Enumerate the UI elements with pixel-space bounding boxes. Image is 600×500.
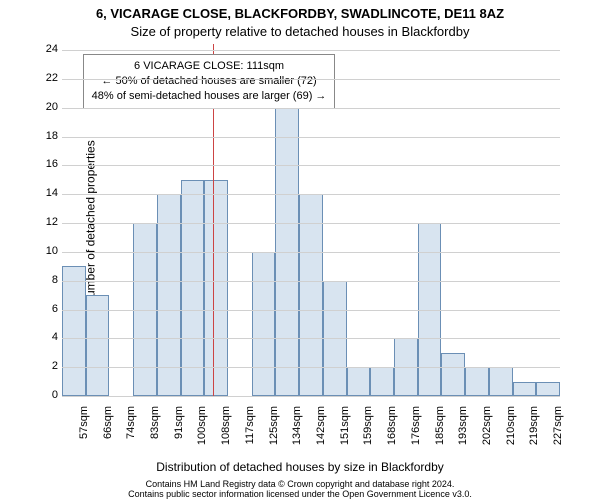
x-axis-title: Distribution of detached houses by size … bbox=[0, 460, 600, 474]
histogram-bar bbox=[465, 367, 489, 396]
x-tick-label: 219sqm bbox=[528, 406, 540, 466]
info-box-line3: 48% of semi-detached houses are larger (… bbox=[92, 89, 327, 104]
gridline bbox=[62, 165, 560, 166]
x-tick-label: 134sqm bbox=[291, 406, 303, 466]
info-box-line1: 6 VICARAGE CLOSE: 111sqm bbox=[92, 59, 327, 74]
x-tick-label: 168sqm bbox=[386, 406, 398, 466]
histogram-bar bbox=[62, 266, 86, 396]
gridline bbox=[62, 338, 560, 339]
x-tick-label: 91sqm bbox=[173, 406, 185, 466]
x-tick-label: 151sqm bbox=[339, 406, 351, 466]
gridline bbox=[62, 194, 560, 195]
y-tick-label: 6 bbox=[28, 303, 58, 315]
y-tick-label: 20 bbox=[28, 101, 58, 113]
x-tick-label: 100sqm bbox=[196, 406, 208, 466]
y-tick-label: 24 bbox=[28, 43, 58, 55]
x-tick-label: 66sqm bbox=[102, 406, 114, 466]
gridline bbox=[62, 79, 560, 80]
y-tick-label: 14 bbox=[28, 187, 58, 199]
x-tick-label: 227sqm bbox=[552, 406, 564, 466]
y-tick-label: 8 bbox=[28, 274, 58, 286]
chart-subtitle: Size of property relative to detached ho… bbox=[0, 24, 600, 39]
histogram-bar bbox=[299, 194, 323, 396]
x-tick-labels: 57sqm 66sqm 74sqm 83sqm 91sqm 100sqm 108sqm 117… bbox=[62, 396, 560, 466]
histogram-bar bbox=[536, 382, 560, 396]
gridline bbox=[62, 252, 560, 253]
x-tick-label: 108sqm bbox=[220, 406, 232, 466]
y-tick-label: 4 bbox=[28, 331, 58, 343]
info-box: 6 VICARAGE CLOSE: 111sqm ← 50% of detach… bbox=[83, 54, 336, 109]
x-tick-label: 57sqm bbox=[78, 406, 90, 466]
y-tick-label: 10 bbox=[28, 245, 58, 257]
gridline bbox=[62, 223, 560, 224]
x-tick-label: 159sqm bbox=[362, 406, 374, 466]
gridline bbox=[62, 367, 560, 368]
histogram-chart: 6, VICARAGE CLOSE, BLACKFORDBY, SWADLINC… bbox=[0, 0, 600, 500]
gridline bbox=[62, 137, 560, 138]
plot-area: 6 VICARAGE CLOSE: 111sqm ← 50% of detach… bbox=[62, 50, 560, 397]
x-tick-label: 185sqm bbox=[434, 406, 446, 466]
histogram-bar bbox=[204, 180, 228, 396]
x-tick-label: 74sqm bbox=[125, 406, 137, 466]
gridline bbox=[62, 281, 560, 282]
gridline bbox=[62, 310, 560, 311]
x-tick-label: 193sqm bbox=[457, 406, 469, 466]
histogram-bar bbox=[441, 353, 465, 396]
gridline bbox=[62, 108, 560, 109]
gridline bbox=[62, 50, 560, 51]
info-box-line2: ← 50% of detached houses are smaller (72… bbox=[92, 74, 327, 89]
x-tick-label: 176sqm bbox=[410, 406, 422, 466]
footer-line2: Contains public sector information licen… bbox=[0, 490, 600, 500]
histogram-bar bbox=[489, 367, 513, 396]
y-tick-label: 0 bbox=[28, 389, 58, 401]
x-tick-label: 202sqm bbox=[481, 406, 493, 466]
histogram-bar bbox=[181, 180, 205, 396]
histogram-bar bbox=[347, 367, 371, 396]
histogram-bar bbox=[370, 367, 394, 396]
y-tick-label: 16 bbox=[28, 158, 58, 170]
histogram-bar bbox=[157, 194, 181, 396]
attribution-footer: Contains HM Land Registry data © Crown c… bbox=[0, 480, 600, 500]
chart-title-address: 6, VICARAGE CLOSE, BLACKFORDBY, SWADLINC… bbox=[0, 6, 600, 21]
y-tick-label: 18 bbox=[28, 130, 58, 142]
y-tick-label: 22 bbox=[28, 72, 58, 84]
y-tick-label: 2 bbox=[28, 360, 58, 372]
x-tick-label: 83sqm bbox=[149, 406, 161, 466]
x-tick-label: 125sqm bbox=[268, 406, 280, 466]
x-tick-label: 210sqm bbox=[505, 406, 517, 466]
histogram-bar bbox=[513, 382, 537, 396]
y-tick-label: 12 bbox=[28, 216, 58, 228]
x-tick-label: 117sqm bbox=[244, 406, 256, 466]
x-tick-label: 142sqm bbox=[315, 406, 327, 466]
histogram-bar bbox=[252, 252, 276, 396]
